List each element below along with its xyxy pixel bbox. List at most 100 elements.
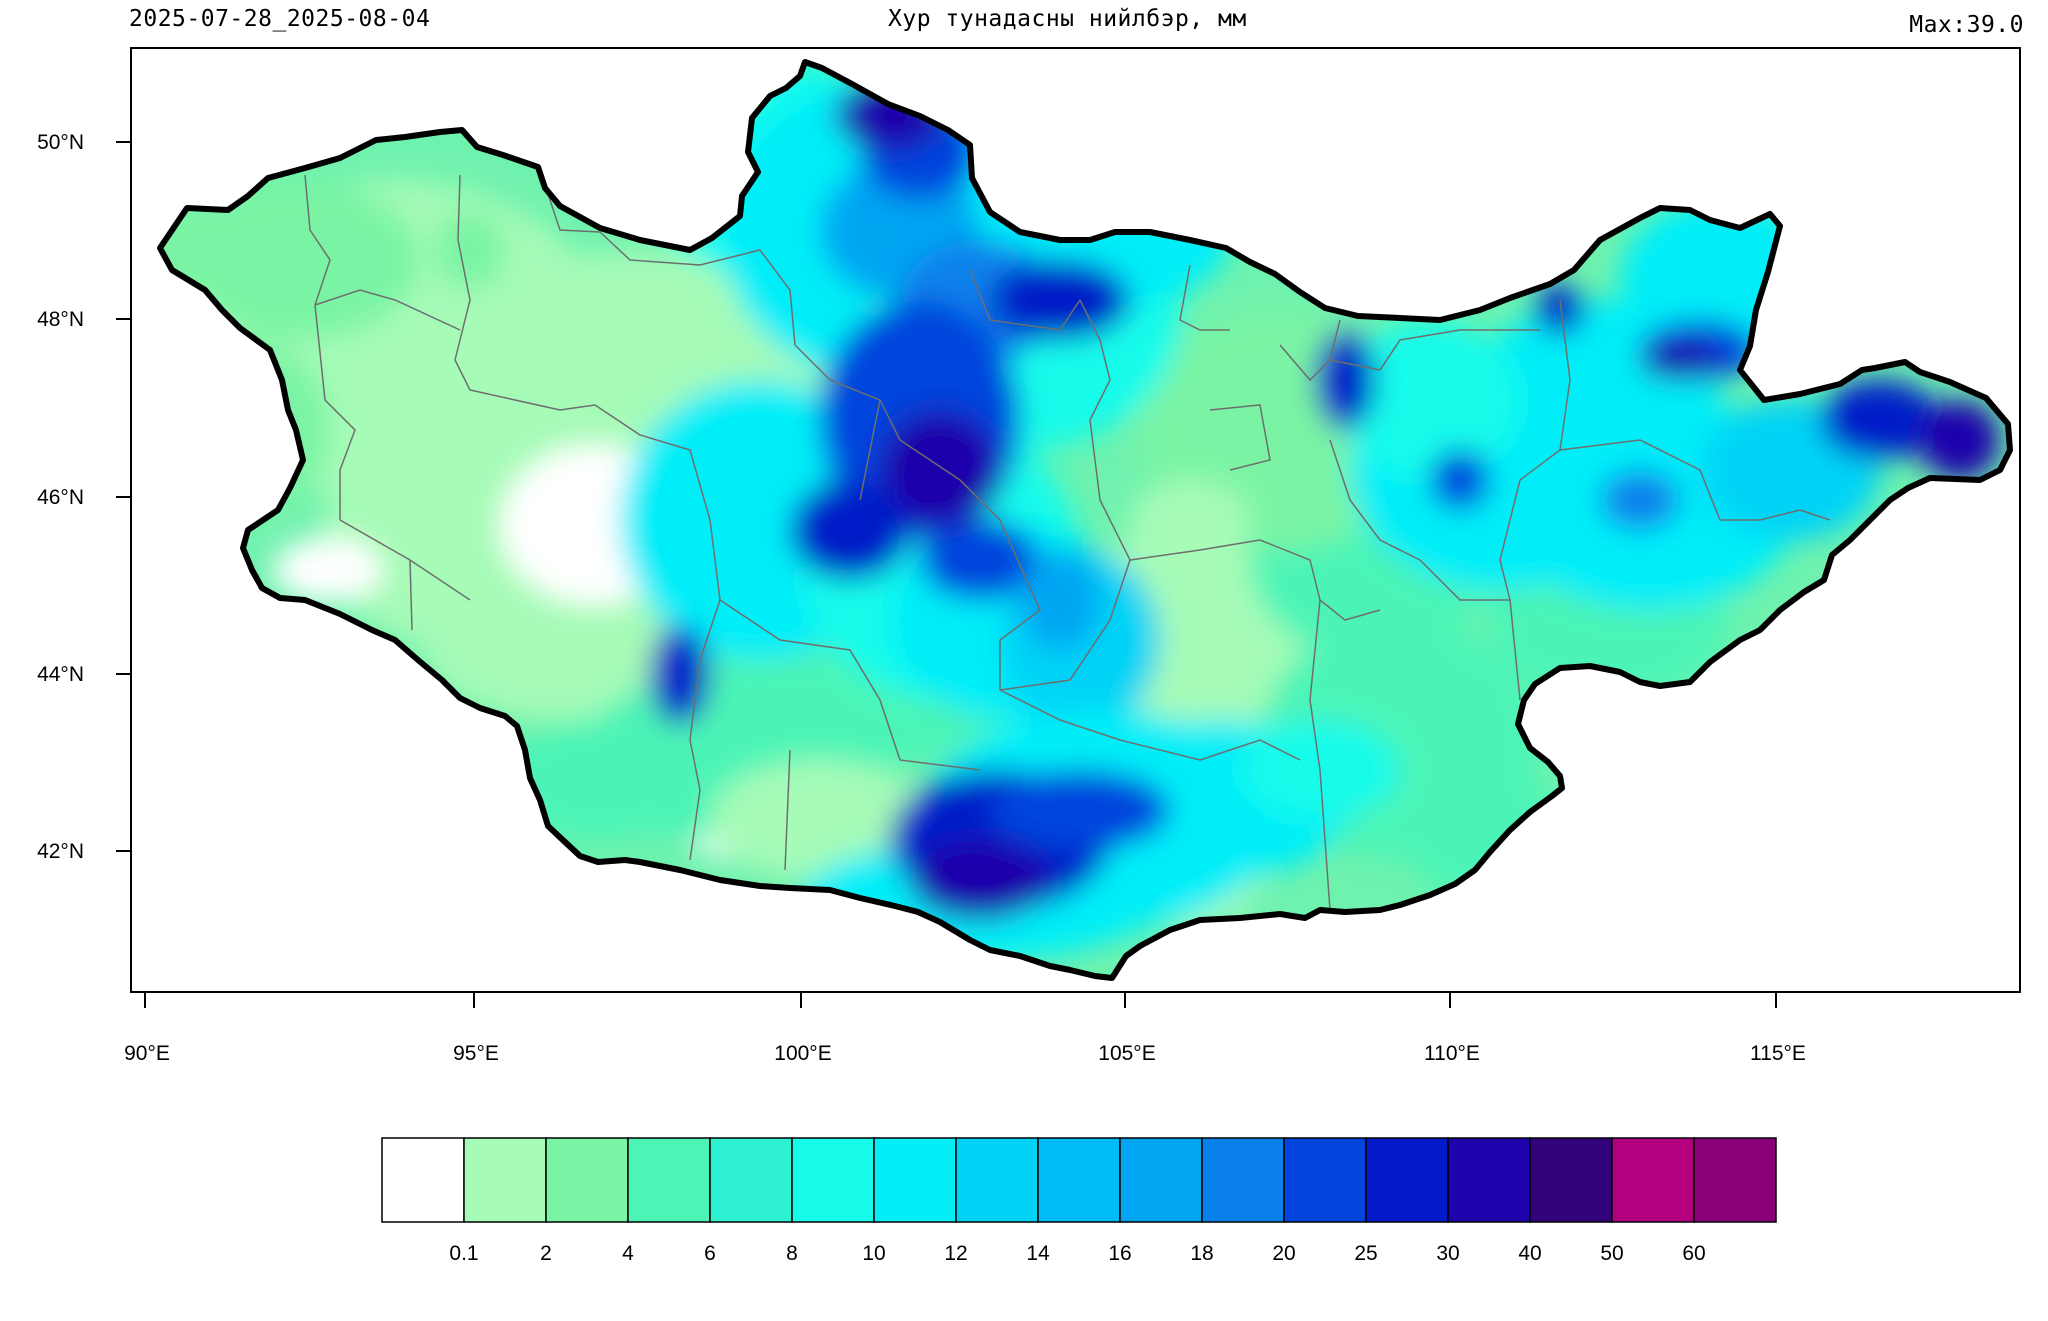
precip-patch bbox=[920, 520, 1040, 600]
precip-patch bbox=[1430, 450, 1490, 510]
province-line bbox=[454, 359, 596, 411]
province-line bbox=[1279, 319, 1341, 382]
legend-swatch bbox=[545, 1137, 629, 1223]
legend-swatch bbox=[1693, 1137, 1777, 1223]
precip-patch bbox=[1820, 380, 1940, 460]
legend-label: 18 bbox=[1190, 1242, 1213, 1265]
legend-swatch bbox=[1119, 1137, 1203, 1223]
precip-patch bbox=[790, 480, 910, 580]
precip-patch bbox=[710, 760, 930, 880]
lat-label-50: 50°N bbox=[37, 131, 84, 154]
lon-label-100: 100°E bbox=[774, 1042, 831, 1065]
province-line bbox=[1179, 264, 1230, 331]
legend-label: 60 bbox=[1682, 1242, 1705, 1265]
province-line bbox=[794, 344, 901, 441]
legend-label: 0.1 bbox=[449, 1242, 478, 1265]
precip-patch bbox=[650, 625, 710, 725]
legend-label: 12 bbox=[944, 1242, 967, 1265]
province-line bbox=[899, 759, 981, 771]
province-line bbox=[454, 174, 471, 361]
legend-label: 10 bbox=[862, 1242, 885, 1265]
legend-label: 20 bbox=[1272, 1242, 1295, 1265]
province-line bbox=[1499, 479, 1521, 601]
legend-swatch bbox=[627, 1137, 711, 1223]
lon-label-110: 110°E bbox=[1424, 1042, 1480, 1065]
province-line bbox=[599, 231, 796, 346]
province-line bbox=[1199, 739, 1301, 761]
province-line bbox=[859, 399, 881, 501]
province-line bbox=[1259, 539, 1321, 601]
province-line bbox=[304, 174, 331, 306]
legend-swatch bbox=[381, 1137, 465, 1223]
legend-swatch bbox=[1365, 1137, 1449, 1223]
province-line bbox=[1209, 404, 1271, 471]
province-line bbox=[689, 599, 721, 791]
precip-patch bbox=[1130, 480, 1250, 560]
latitude-axis: 50°N 48°N 46°N 44°N 42°N bbox=[37, 131, 131, 863]
province-line bbox=[409, 559, 413, 631]
legend-swatch bbox=[1611, 1137, 1695, 1223]
legend-label: 4 bbox=[622, 1242, 634, 1265]
province-line bbox=[1309, 599, 1331, 911]
precip-patch bbox=[1340, 320, 1520, 480]
province-line bbox=[1509, 599, 1521, 701]
legend-swatch bbox=[1283, 1137, 1367, 1223]
precip-patch bbox=[910, 840, 1050, 920]
precip-patch bbox=[1315, 330, 1375, 430]
lon-label-115: 115°E bbox=[1750, 1042, 1806, 1065]
legend-label: 2 bbox=[540, 1242, 552, 1265]
province-line bbox=[314, 304, 356, 520]
legend-label: 6 bbox=[704, 1242, 716, 1265]
legend-swatch bbox=[1447, 1137, 1531, 1223]
province-line bbox=[1720, 509, 1801, 521]
precip-patch bbox=[160, 200, 280, 300]
province-line bbox=[1559, 439, 1721, 521]
date-range-label: 2025-07-28_2025-08-04 bbox=[129, 6, 431, 32]
province-line bbox=[1329, 439, 1421, 561]
precip-patch bbox=[990, 770, 1170, 850]
province-line bbox=[999, 519, 1041, 690]
legend-label: 50 bbox=[1600, 1242, 1623, 1265]
legend-label: 8 bbox=[786, 1242, 798, 1265]
national-border bbox=[157, 59, 2013, 981]
legend-swatch bbox=[1037, 1137, 1121, 1223]
precip-patch bbox=[880, 410, 1000, 530]
legend-swatch bbox=[955, 1137, 1039, 1223]
province-line bbox=[719, 599, 901, 761]
province-line bbox=[314, 289, 461, 331]
legend-swatch bbox=[709, 1137, 793, 1223]
precip-patch bbox=[435, 210, 505, 290]
legend-swatch bbox=[1529, 1137, 1613, 1223]
precip-patch bbox=[500, 720, 700, 840]
province-line bbox=[1399, 329, 1540, 341]
province-line bbox=[999, 689, 1201, 761]
lat-label-42: 42°N bbox=[37, 840, 84, 863]
lat-label-48: 48°N bbox=[37, 308, 84, 331]
legend-label: 14 bbox=[1026, 1242, 1050, 1265]
province-boundaries bbox=[304, 169, 1831, 911]
province-line bbox=[689, 789, 701, 861]
province-line bbox=[1099, 499, 1261, 561]
province-line bbox=[1079, 299, 1111, 501]
legend-swatch bbox=[791, 1137, 875, 1223]
legend-label: 30 bbox=[1436, 1242, 1459, 1265]
lon-label-90: 90°E bbox=[124, 1042, 170, 1065]
precip-patch bbox=[1920, 400, 2000, 480]
province-line bbox=[784, 749, 791, 871]
legend-swatch bbox=[463, 1137, 547, 1223]
lat-label-44: 44°N bbox=[37, 663, 84, 686]
province-line bbox=[1329, 339, 1401, 371]
province-line bbox=[969, 269, 1081, 331]
province-line bbox=[1799, 509, 1831, 521]
precip-patch bbox=[1600, 470, 1680, 530]
province-line bbox=[1419, 559, 1510, 601]
legend-label: 40 bbox=[1518, 1242, 1541, 1265]
precip-patch bbox=[1640, 340, 1720, 380]
lon-label-105: 105°E bbox=[1098, 1042, 1155, 1065]
precip-patch bbox=[990, 260, 1130, 340]
province-line bbox=[594, 404, 721, 601]
lat-label-46: 46°N bbox=[37, 486, 84, 509]
legend-swatch bbox=[1201, 1137, 1285, 1223]
precip-patch bbox=[1020, 550, 1100, 650]
province-line bbox=[1319, 599, 1381, 621]
